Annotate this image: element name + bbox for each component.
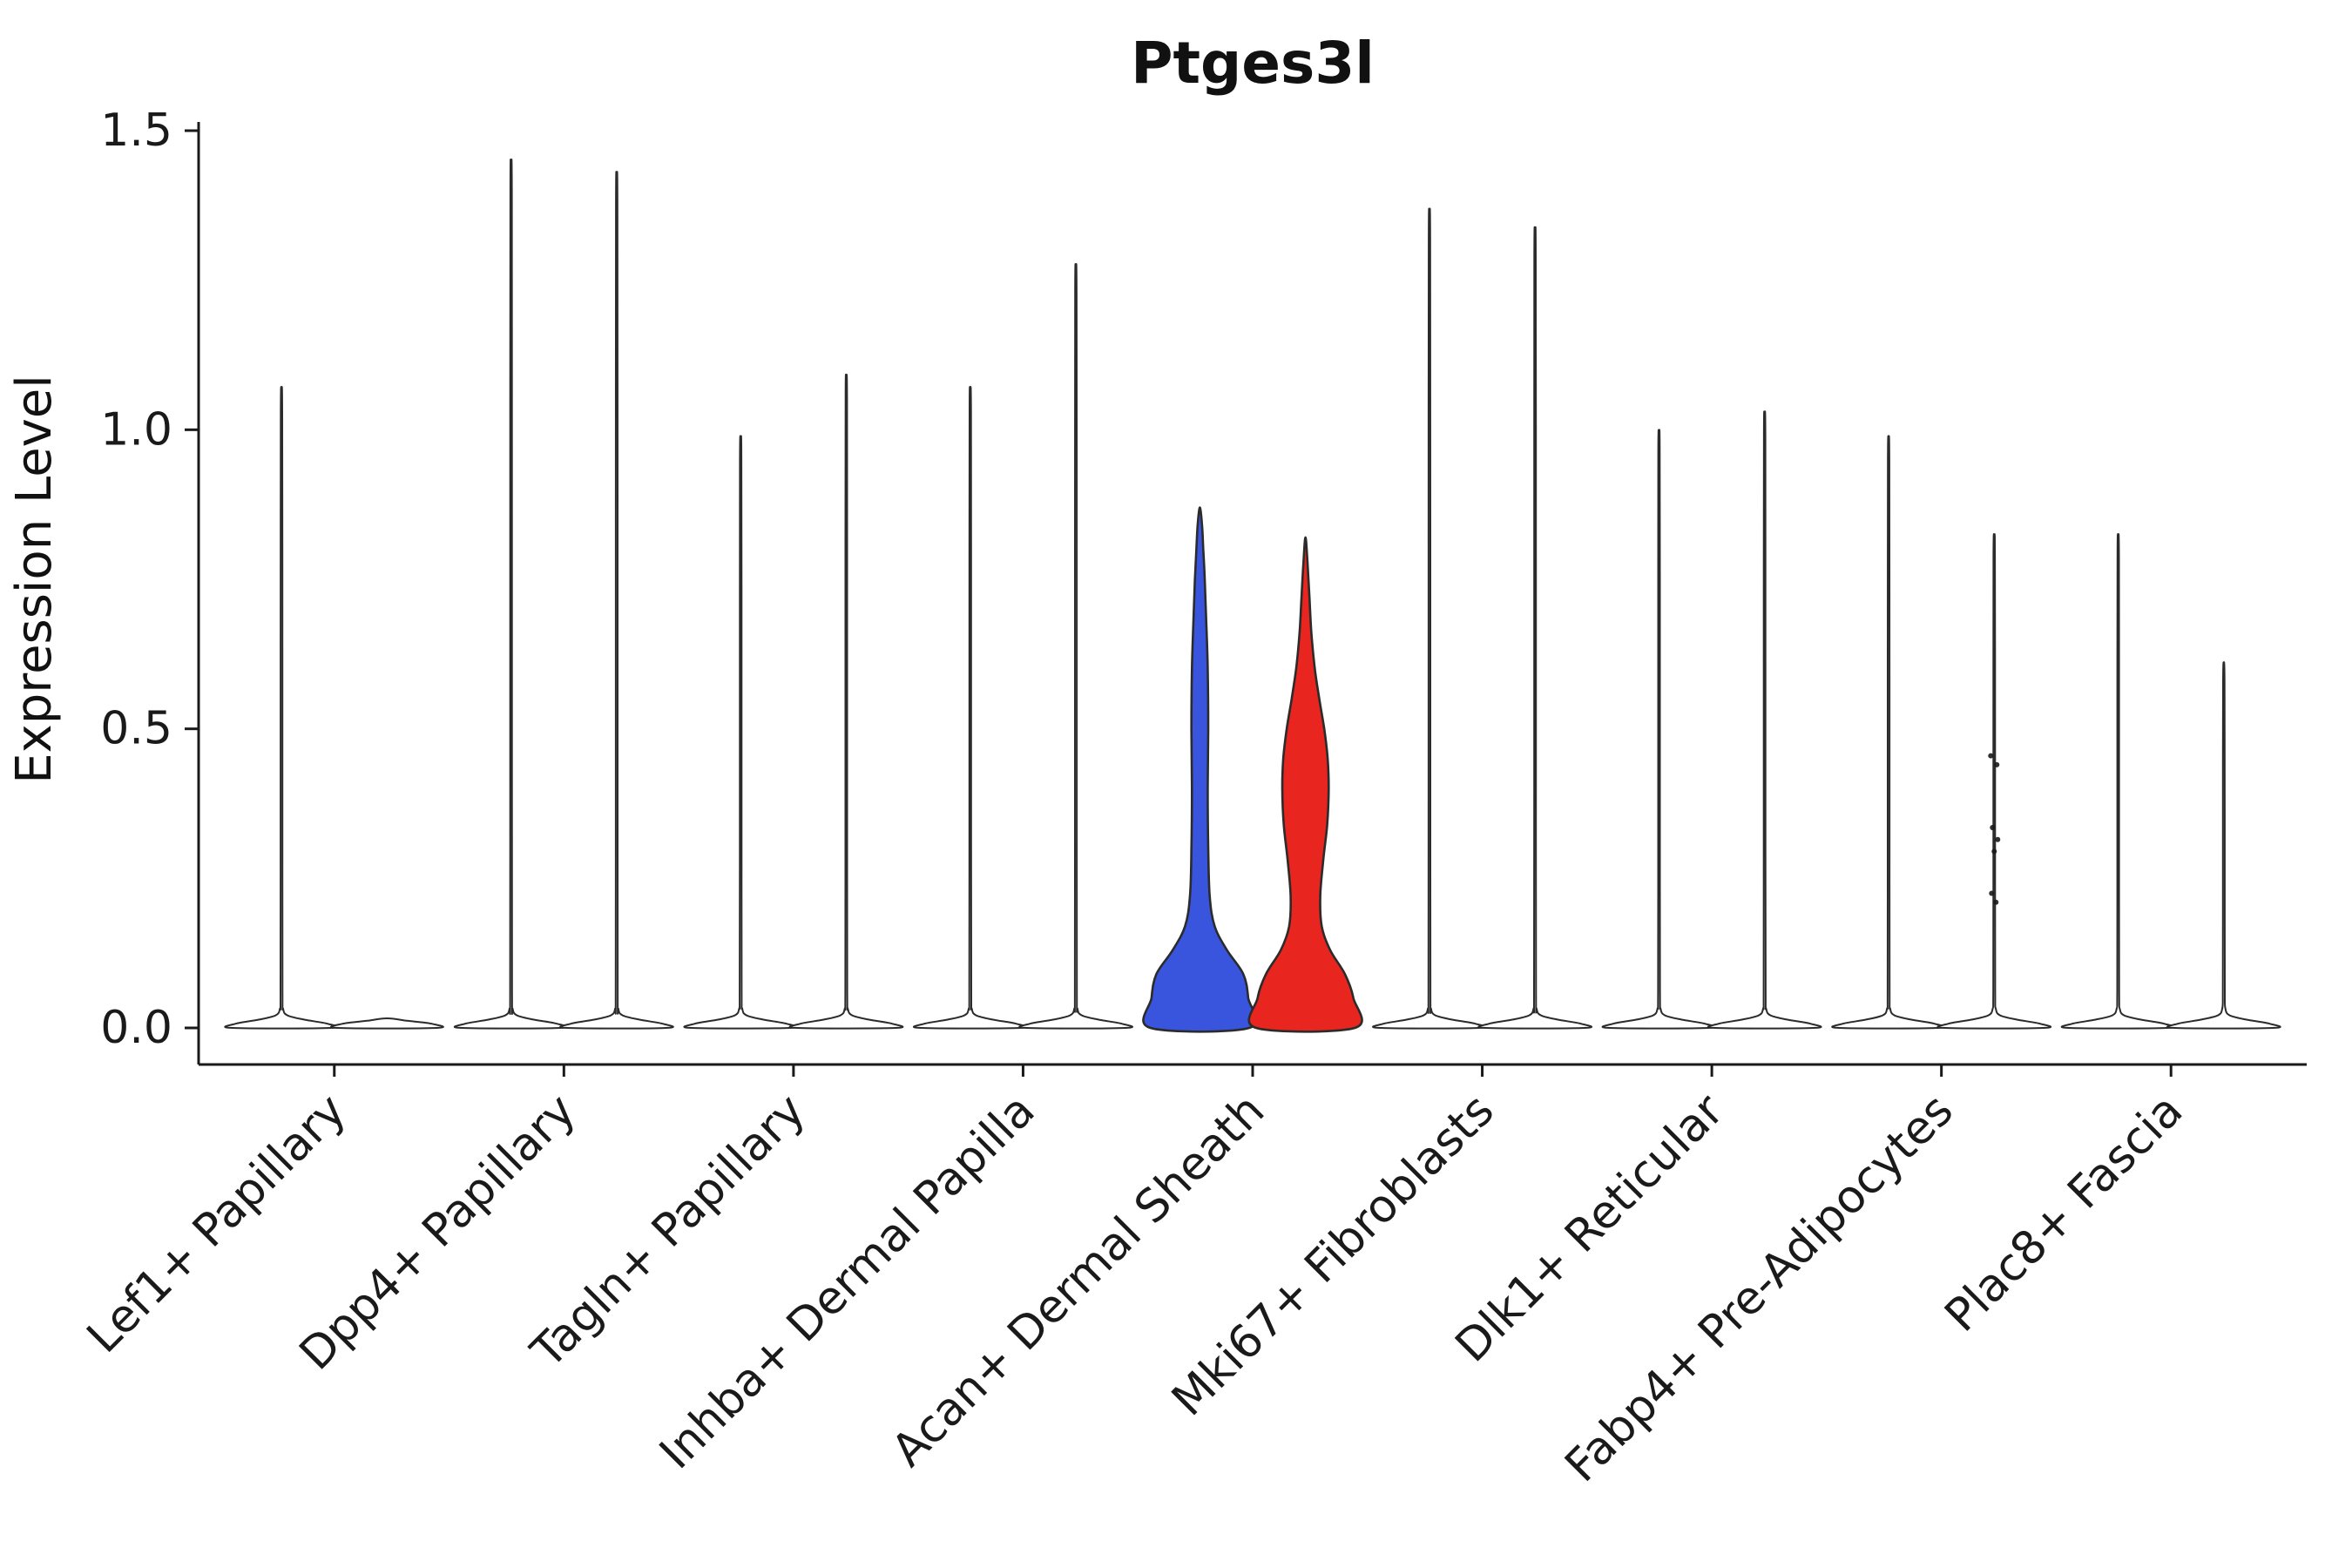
chart-title: Ptges3l <box>1131 30 1375 97</box>
jitter-point <box>1995 836 2001 842</box>
jitter-point <box>1994 761 2000 767</box>
x-tick-label: Plac8+ Fascia <box>1936 1085 2193 1342</box>
axes-layer <box>185 122 2307 1077</box>
jitter-point <box>1989 890 1995 896</box>
x-tick-label: Fabp4+ Pre-Adipocytes <box>1556 1085 1963 1492</box>
violin-1-right <box>559 171 674 1030</box>
violin-1-left <box>453 159 569 1030</box>
y-tick-label: 0.0 <box>100 1002 172 1054</box>
violin-6-left <box>1601 429 1717 1030</box>
jitter-point <box>1988 753 1994 759</box>
violin-layer <box>224 159 2281 1033</box>
y-tick-label: 0.5 <box>100 703 172 755</box>
violin-3-right <box>1018 263 1133 1030</box>
jitter-point <box>1993 899 1999 905</box>
violin-8-right <box>2166 661 2281 1030</box>
violin-2-left <box>683 435 799 1030</box>
violin-5-right <box>1477 226 1592 1030</box>
violin-7-right <box>1936 533 2052 1030</box>
violin-3-left <box>913 386 1028 1030</box>
x-tick-label: Inhba+ Dermal Papilla <box>650 1085 1044 1479</box>
violin-0-left <box>224 386 339 1030</box>
x-tick-label: Acan+ Dermal Sheath <box>882 1085 1275 1477</box>
violin-8-left <box>2060 533 2176 1030</box>
jitter-point <box>1991 848 1997 855</box>
violin-4-left <box>1142 506 1258 1033</box>
violin-4-right <box>1247 536 1363 1033</box>
jitter-point <box>1990 824 1996 830</box>
violin-6-right <box>1707 410 1822 1030</box>
y-tick-label: 1.0 <box>100 403 172 456</box>
violin-5-left <box>1372 207 1487 1030</box>
violin-2-right <box>788 374 904 1030</box>
violin-7-left <box>1831 435 1946 1030</box>
y-axis-label: Expression Level <box>6 375 63 784</box>
violin-0-right <box>330 1017 444 1030</box>
y-tick-label: 1.5 <box>100 105 172 157</box>
